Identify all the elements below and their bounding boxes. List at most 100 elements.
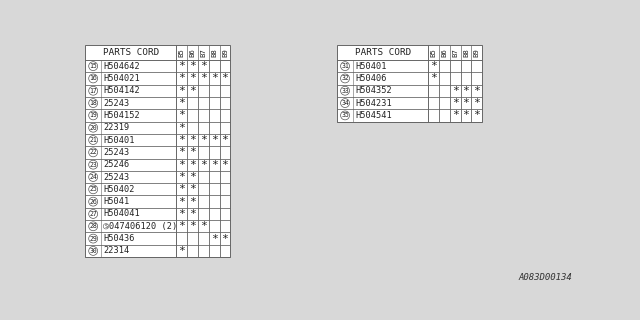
Text: *: * [189,73,196,84]
Text: 23: 23 [90,162,97,168]
Text: 18: 18 [90,100,97,106]
Text: H50436: H50436 [103,234,135,243]
Text: *: * [178,73,185,84]
Text: B9: B9 [222,48,228,57]
Text: *: * [430,61,437,71]
Text: 34: 34 [341,100,349,106]
Text: H5041: H5041 [103,197,129,206]
Text: 22314: 22314 [103,246,129,255]
Text: PARTS CORD: PARTS CORD [355,48,411,57]
Text: PARTS CORD: PARTS CORD [102,48,159,57]
Text: *: * [221,160,228,170]
Text: *: * [452,86,458,96]
Text: *: * [211,135,218,145]
Text: 25: 25 [90,186,97,192]
Text: B5: B5 [179,48,184,57]
Text: 30: 30 [90,248,97,254]
Text: *: * [200,61,207,71]
Text: *: * [211,234,218,244]
Circle shape [89,74,98,83]
Text: *: * [178,172,185,182]
Text: H504152: H504152 [103,111,140,120]
Text: 29: 29 [90,236,97,242]
Text: *: * [430,73,437,84]
Text: *: * [452,110,458,120]
Text: B7: B7 [452,48,458,57]
Text: *: * [211,160,218,170]
Text: H504642: H504642 [103,62,140,71]
Text: *: * [221,135,228,145]
Text: B7: B7 [200,48,206,57]
Text: *: * [178,246,185,256]
Circle shape [89,160,98,169]
Circle shape [89,234,98,243]
Circle shape [89,136,98,144]
Circle shape [340,99,349,108]
Text: *: * [200,135,207,145]
Circle shape [340,86,349,95]
Text: 15: 15 [90,63,97,69]
Text: 28: 28 [90,223,97,229]
Text: *: * [211,73,218,84]
Text: 25243: 25243 [103,99,129,108]
Text: *: * [178,147,185,157]
Text: H504541: H504541 [355,111,392,120]
Circle shape [89,99,98,108]
Text: *: * [221,234,228,244]
Text: B9: B9 [474,48,480,57]
Text: *: * [189,147,196,157]
Text: B8: B8 [211,48,217,57]
Text: B8: B8 [463,48,469,57]
Text: 17: 17 [90,88,97,94]
Text: H50401: H50401 [103,136,135,145]
Text: H504021: H504021 [103,74,140,83]
Text: *: * [189,172,196,182]
Text: 19: 19 [90,112,97,118]
Text: 25243: 25243 [103,172,129,181]
Text: *: * [189,61,196,71]
Circle shape [89,172,98,181]
Text: 22319: 22319 [103,123,129,132]
Text: 16: 16 [90,76,97,81]
Bar [85,44,230,257]
Text: 35: 35 [341,112,349,118]
Circle shape [103,224,109,229]
Text: 24: 24 [90,174,97,180]
Text: B5: B5 [431,48,436,57]
Text: *: * [189,184,196,194]
Text: B6: B6 [441,48,447,57]
Text: *: * [178,209,185,219]
Circle shape [340,74,349,83]
Text: *: * [200,160,207,170]
Text: *: * [200,73,207,84]
Bar [337,44,482,122]
Text: *: * [474,110,480,120]
Text: *: * [178,184,185,194]
Circle shape [89,197,98,206]
Text: *: * [221,73,228,84]
Text: *: * [178,160,185,170]
Text: 25243: 25243 [103,148,129,157]
Text: B6: B6 [189,48,195,57]
Text: *: * [178,135,185,145]
Circle shape [340,111,349,120]
Circle shape [89,123,98,132]
Text: 20: 20 [90,125,97,131]
Text: *: * [463,98,469,108]
Text: H504352: H504352 [355,86,392,95]
Circle shape [340,62,349,70]
Text: H50406: H50406 [355,74,387,83]
Text: *: * [178,110,185,120]
Text: 21: 21 [90,137,97,143]
Text: 31: 31 [341,63,349,69]
Text: H50401: H50401 [355,62,387,71]
Text: A083D00134: A083D00134 [518,273,572,282]
Circle shape [89,148,98,157]
Text: *: * [189,135,196,145]
Text: *: * [178,98,185,108]
Text: *: * [178,196,185,207]
Text: H50402: H50402 [103,185,135,194]
Text: *: * [463,110,469,120]
Text: H504231: H504231 [355,99,392,108]
Text: *: * [474,98,480,108]
